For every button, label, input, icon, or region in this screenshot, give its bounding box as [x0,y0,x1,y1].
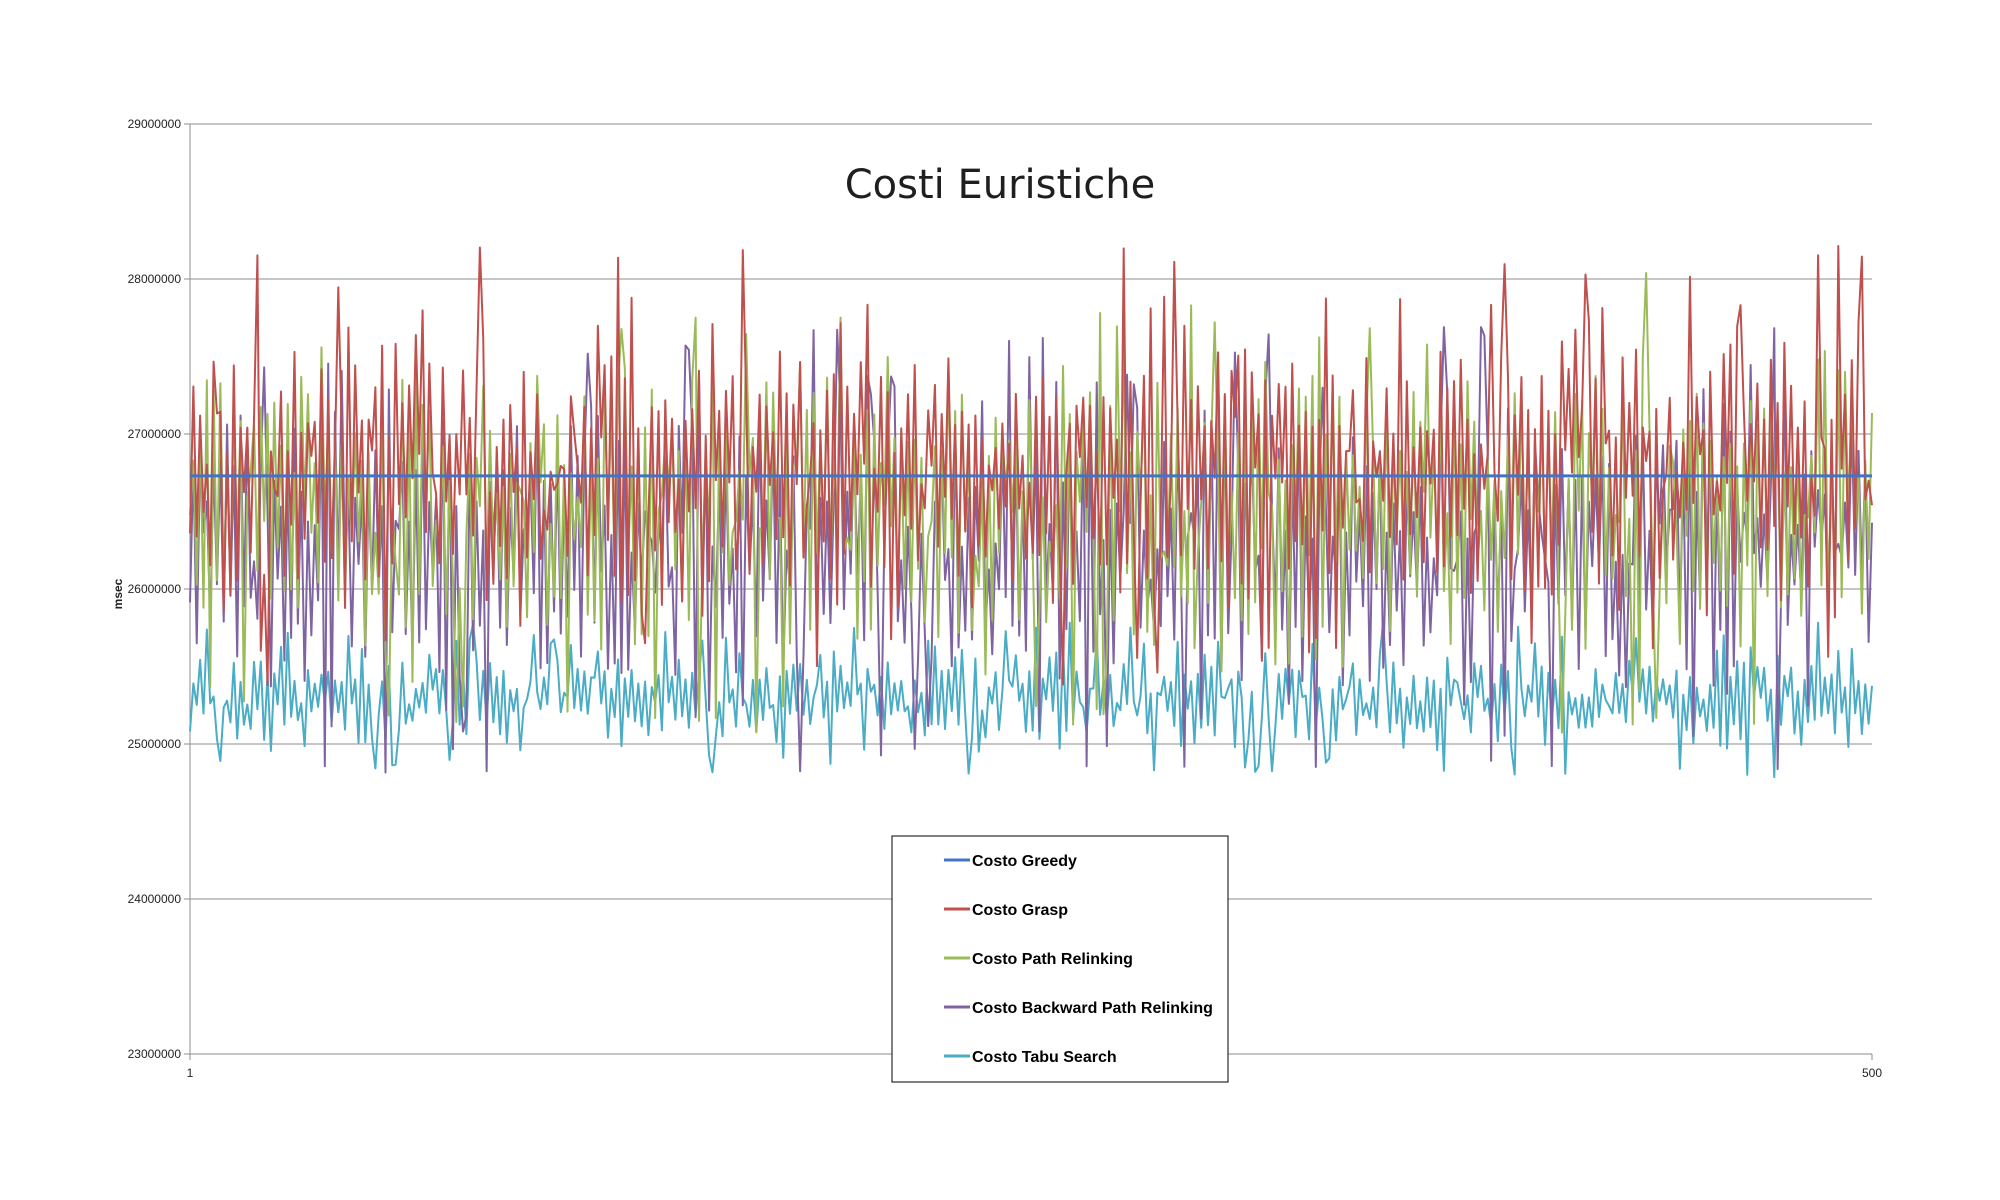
y-tick-label: 25000000 [128,737,182,751]
legend-label: Costo Backward Path Relinking [972,1000,1213,1017]
y-tick-label: 28000000 [128,272,182,286]
series-lines [189,244,1873,779]
legend-label: Costo Tabu Search [972,1049,1117,1066]
x-tick-label: 1 [187,1066,194,1080]
series-line-costo-tabu-search [189,620,1873,779]
y-tick-label: 24000000 [128,892,182,906]
legend-label: Costo Path Relinking [972,951,1133,968]
y-tick-label: 23000000 [128,1047,182,1061]
legend-label: Costo Greedy [972,853,1077,870]
legend-label: Costo Grasp [972,902,1068,919]
legend: Costo Greedy Costo Grasp Costo Path Relink… [891,835,1229,1083]
y-tick-label: 27000000 [128,427,182,441]
series-line-costo-grasp [189,244,1873,686]
y-axis-label: msec [111,578,125,609]
y-tick-label: 26000000 [128,582,182,596]
x-tick-label: 500 [1862,1066,1882,1080]
y-tick-label: 29000000 [128,117,182,131]
chart-title: Costi Euristiche [845,162,1156,208]
axes: 23000000 24000000 25000000 26000000 27000000… [128,117,1883,1080]
